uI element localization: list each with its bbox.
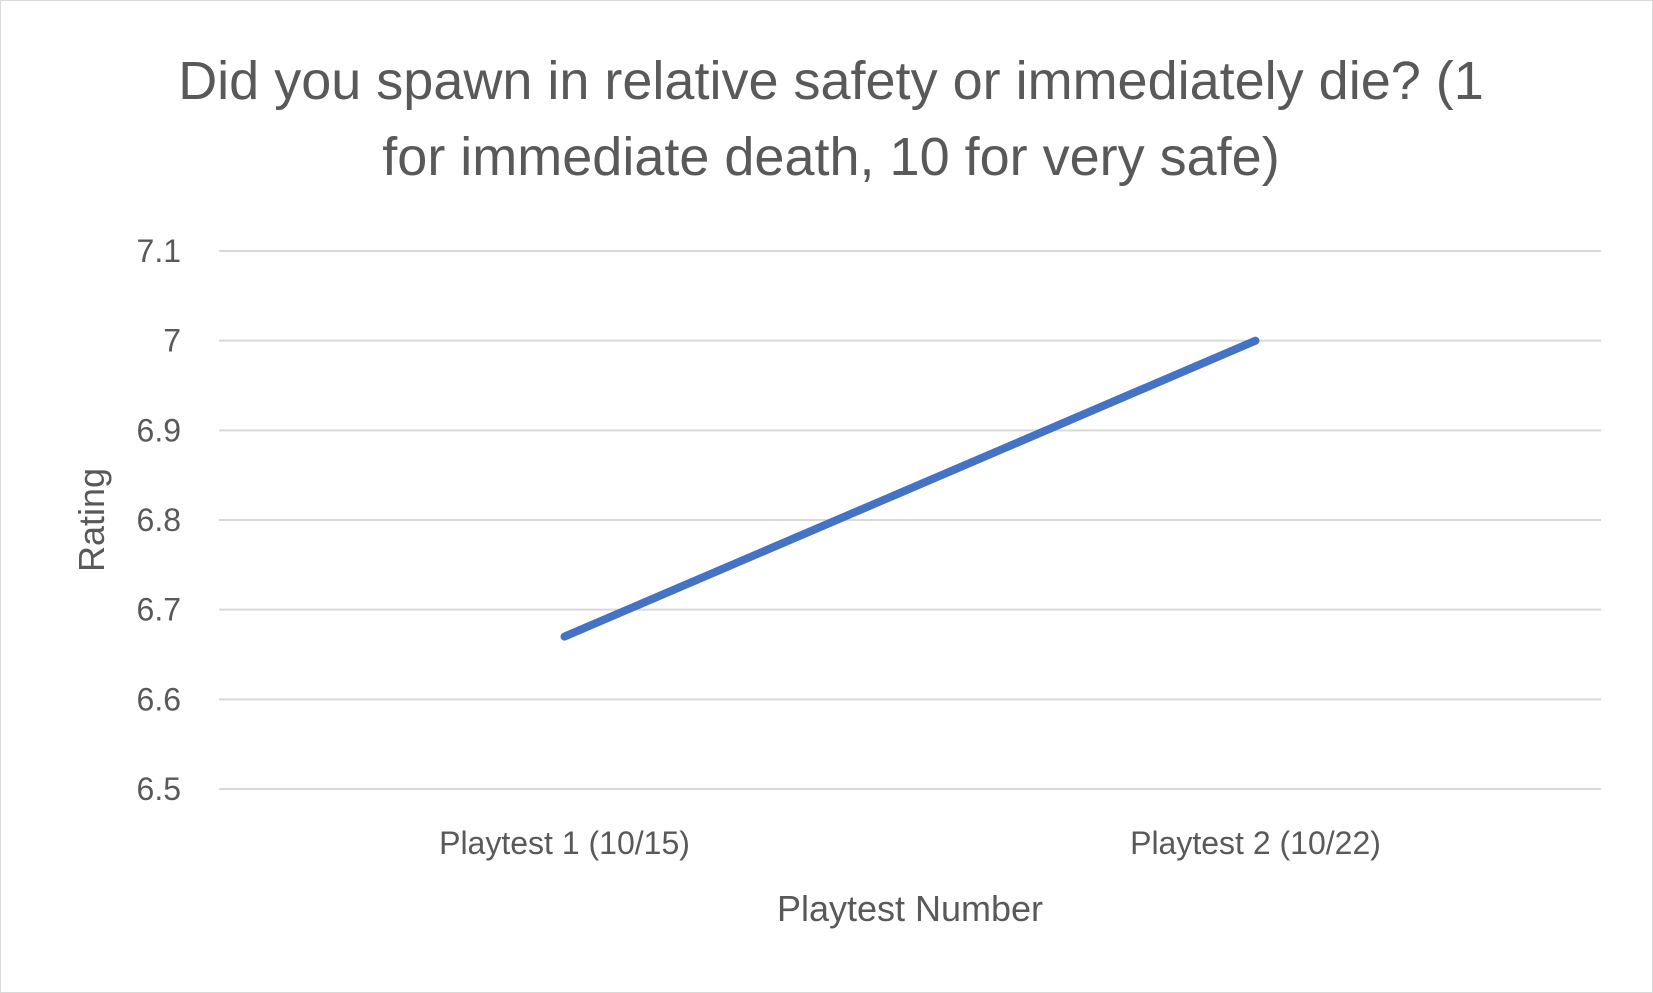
y-axis-ticks: 6.5 6.6 6.7 6.8 6.9 7 7.1 xyxy=(137,233,181,807)
series-layer xyxy=(560,336,1260,641)
x-tick-label: Playtest 2 (10/22) xyxy=(1130,825,1381,861)
y-axis-title: Rating xyxy=(71,468,112,572)
y-tick-label: 6.9 xyxy=(137,412,181,448)
gridlines xyxy=(219,250,1601,790)
x-axis-ticks: Playtest 1 (10/15) Playtest 2 (10/22) xyxy=(439,825,1381,861)
x-axis-title: Playtest Number xyxy=(777,888,1043,929)
y-tick-label: 6.8 xyxy=(137,502,181,538)
y-tick-label: 7 xyxy=(163,323,181,359)
y-tick-label: 6.6 xyxy=(137,681,181,717)
series-line xyxy=(560,336,1260,641)
y-tick-label: 6.7 xyxy=(137,592,181,628)
x-tick-label: Playtest 1 (10/15) xyxy=(439,825,690,861)
chart-title: Did you spawn in relative safety or imme… xyxy=(178,51,1484,187)
y-tick-label: 7.1 xyxy=(137,233,181,269)
y-tick-label: 6.5 xyxy=(137,771,181,807)
